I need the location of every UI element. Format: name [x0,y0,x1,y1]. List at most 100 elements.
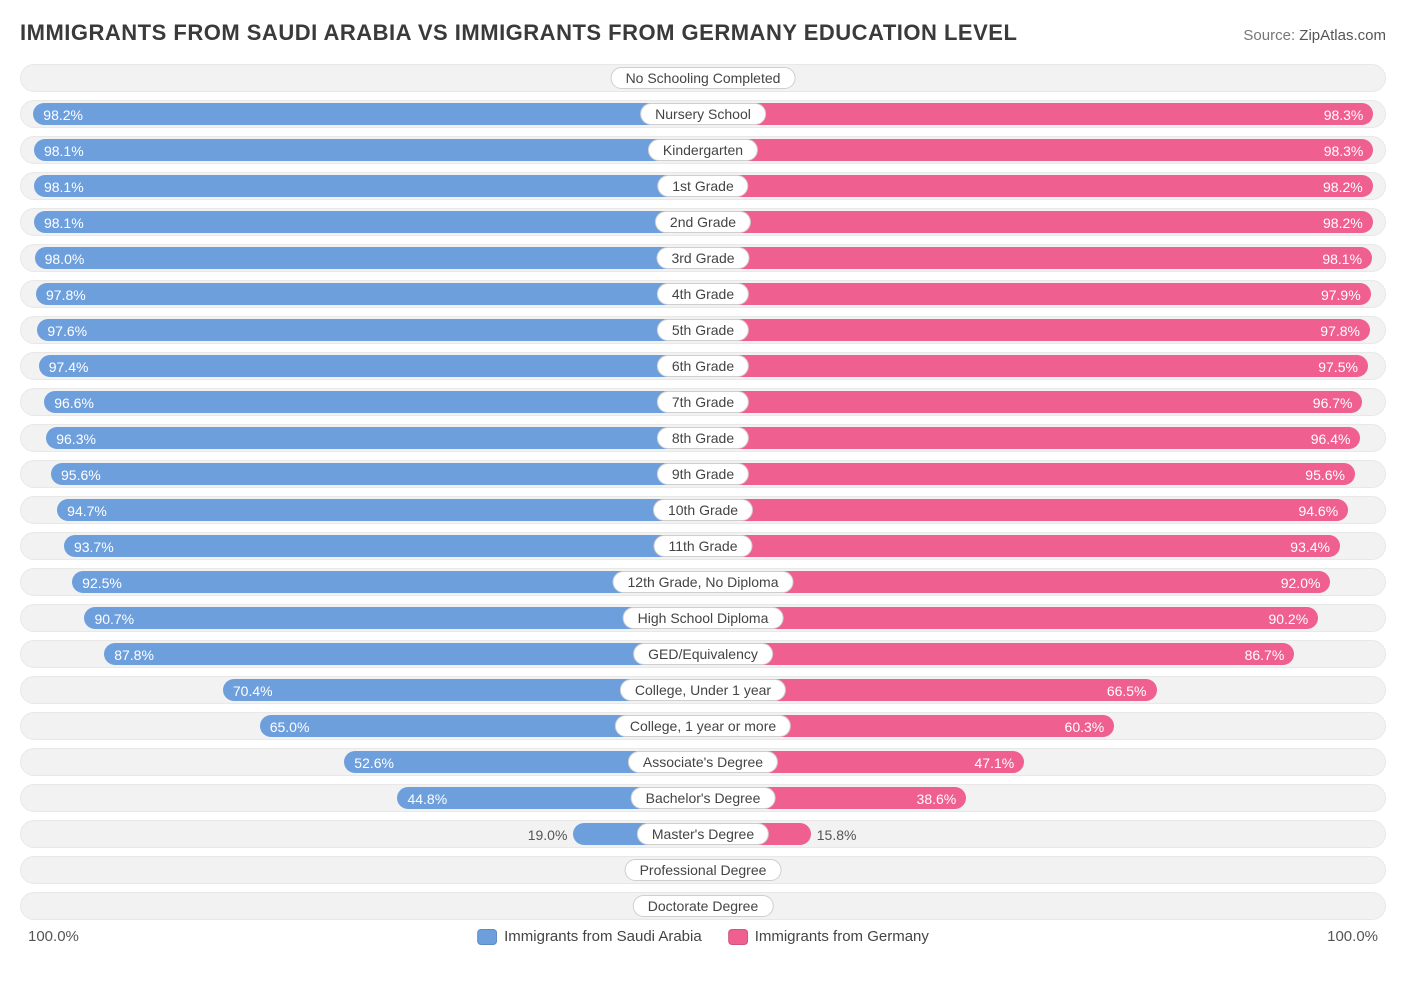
chart-row: 92.5%92.0%12th Grade, No Diploma [20,568,1386,596]
category-label: 11th Grade [653,535,752,557]
bar-left [104,643,703,665]
bar-left [57,499,703,521]
chart-row: 87.8%86.7%GED/Equivalency [20,640,1386,668]
category-label: 9th Grade [657,463,749,485]
chart-row: 98.1%98.2%1st Grade [20,172,1386,200]
chart-row: 97.8% 97.9% 4th Grade [20,280,1386,308]
category-label: No Schooling Completed [611,67,796,89]
value-left: 90.7% [94,605,134,633]
legend-item-left: Immigrants from Saudi Arabia [477,928,702,945]
value-right: 97.8% [1320,317,1360,345]
value-left: 65.0% [270,713,310,741]
bar-left [34,139,703,161]
bar-right [703,463,1355,485]
value-right: 96.7% [1313,389,1353,417]
category-label: 5th Grade [657,319,749,341]
category-label: 1st Grade [657,175,748,197]
legend: Immigrants from Saudi Arabia Immigrants … [477,928,929,945]
category-label: Bachelor's Degree [631,787,776,809]
value-right: 97.9% [1321,281,1361,309]
chart-row: 65.0% 60.3% College, 1 year or more [20,712,1386,740]
bar-left [34,175,703,197]
value-left: 98.1% [44,209,84,237]
value-left: 97.8% [46,281,86,309]
bar-right [703,319,1370,341]
legend-label-left: Immigrants from Saudi Arabia [504,928,702,945]
chart-row: 98.0%98.1%3rd Grade [20,244,1386,272]
bar-left [51,463,703,485]
bar-right [703,643,1294,665]
category-label: 4th Grade [657,283,749,305]
chart-row: 95.6%95.6%9th Grade [20,460,1386,488]
value-left: 93.7% [74,533,114,561]
bar-right [703,607,1318,629]
value-left: 87.8% [114,641,154,669]
value-right: 98.1% [1322,245,1362,273]
bar-right [703,535,1340,557]
chart-row: 94.7%94.6%10th Grade [20,496,1386,524]
value-right: 47.1% [975,749,1015,777]
value-right: 98.3% [1324,137,1364,165]
value-left: 95.6% [61,461,101,489]
bar-left [39,355,703,377]
legend-item-right: Immigrants from Germany [728,928,929,945]
bar-left [37,319,703,341]
chart-footer: 100.0% Immigrants from Saudi Arabia Immi… [20,928,1386,954]
value-left: 52.6% [354,749,394,777]
value-left: 19.0% [528,821,568,849]
chart-row: 70.4%66.5%College, Under 1 year [20,676,1386,704]
value-right: 98.2% [1323,209,1363,237]
bar-right [703,283,1371,305]
axis-right-label: 100.0% [1327,928,1378,945]
value-right: 92.0% [1281,569,1321,597]
value-left: 97.6% [47,317,87,345]
category-label: Associate's Degree [628,751,778,773]
category-label: Doctorate Degree [633,895,774,917]
value-right: 60.3% [1065,713,1105,741]
value-right: 94.6% [1298,497,1338,525]
chart-row: 1.9%1.8%No Schooling Completed [20,64,1386,92]
category-label: High School Diploma [623,607,784,629]
bar-left [72,571,703,593]
bar-right [703,391,1362,413]
category-label: Kindergarten [648,139,758,161]
chart-row: 98.1% 98.2% 2nd Grade [20,208,1386,236]
category-label: 8th Grade [657,427,749,449]
bar-right [703,103,1373,125]
axis-left-label: 100.0% [28,928,79,945]
category-label: College, 1 year or more [615,715,791,737]
value-right: 97.5% [1318,353,1358,381]
legend-swatch-left [477,929,497,945]
bar-left [84,607,703,629]
value-right: 90.2% [1268,605,1308,633]
category-label: 2nd Grade [655,211,751,233]
value-left: 98.1% [44,173,84,201]
chart-row: 90.7% 90.2% High School Diploma [20,604,1386,632]
chart-row: 96.3%96.4%8th Grade [20,424,1386,452]
value-right: 93.4% [1290,533,1330,561]
bar-right [703,355,1368,377]
bar-left [64,535,703,557]
bar-left [46,427,703,449]
category-label: 10th Grade [653,499,753,521]
value-left: 98.0% [45,245,85,273]
bar-left [33,103,703,125]
chart-row: 96.6% 96.7% 7th Grade [20,388,1386,416]
legend-label-right: Immigrants from Germany [755,928,929,945]
chart-row: 97.6% 97.8% 5th Grade [20,316,1386,344]
chart-row: 5.9%4.9%Professional Degree [20,856,1386,884]
legend-swatch-right [728,929,748,945]
bar-right [703,211,1373,233]
value-right: 38.6% [917,785,957,813]
value-left: 44.8% [407,785,447,813]
value-left: 96.6% [54,389,94,417]
value-left: 97.4% [49,353,89,381]
bar-right [703,175,1373,197]
category-label: 6th Grade [657,355,749,377]
value-right: 15.8% [817,821,857,849]
bar-right [703,427,1360,449]
category-label: 7th Grade [657,391,749,413]
chart-row: 52.6% 47.1% Associate's Degree [20,748,1386,776]
value-right: 96.4% [1311,425,1351,453]
bar-left [44,391,703,413]
